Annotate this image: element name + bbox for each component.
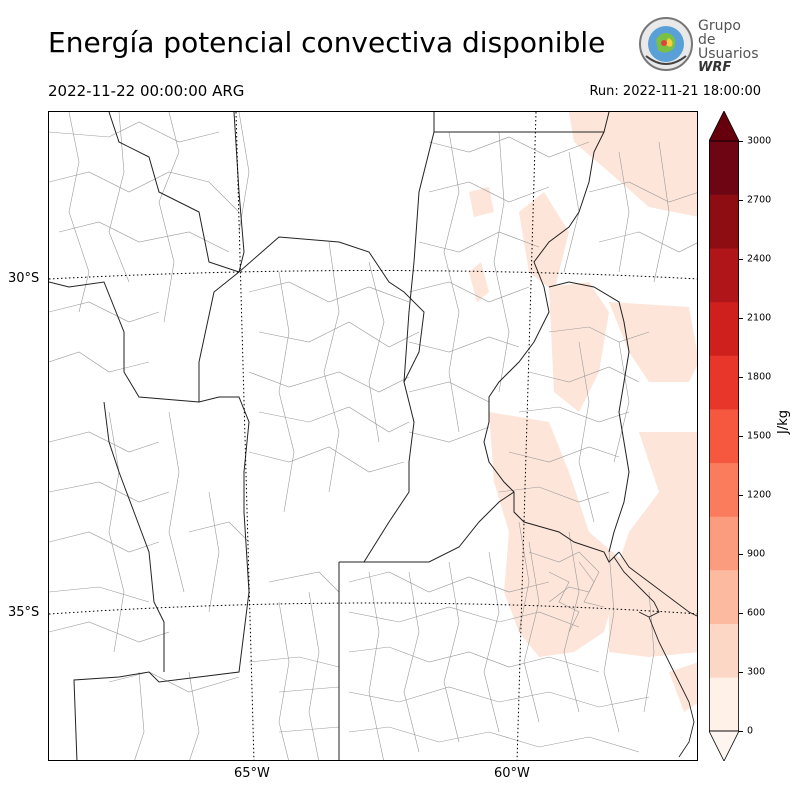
colorbar-tick-label: 1200	[747, 489, 772, 501]
colorbar-frame	[709, 140, 739, 732]
graticule	[49, 112, 697, 760]
colorbar-segment	[709, 355, 739, 410]
map-canvas	[49, 112, 697, 760]
colorbar-segment	[709, 248, 739, 303]
colorbar-tick-label: 1500	[747, 430, 772, 442]
colorbar-tick-label: 2700	[747, 194, 772, 206]
colorbar-extend-min	[709, 730, 739, 761]
colorbar-tick-mark	[739, 200, 743, 201]
map-title: Energía potencial convectiva disponible	[48, 26, 606, 59]
colorbar-segment	[709, 301, 739, 356]
colorbar-segment	[709, 194, 739, 249]
colorbar-tick-mark	[739, 318, 743, 319]
colorbar-tick-mark	[739, 436, 743, 437]
logo-text-line2: Usuarios	[698, 46, 759, 62]
cape-shading	[469, 112, 697, 712]
colorbar-segment	[709, 623, 739, 678]
colorbar-segment	[709, 141, 739, 195]
colorbar-unit: J/kg	[776, 410, 791, 434]
colorbar-tick-label: 1800	[747, 371, 772, 383]
colorbar-tick-mark	[739, 672, 743, 673]
colorbar-tick-label: 300	[747, 666, 766, 678]
coastline	[613, 551, 697, 758]
colorbar-segment	[709, 462, 739, 517]
colorbar-extend-max	[709, 111, 739, 142]
colorbar-tick-mark	[739, 377, 743, 378]
colorbar	[709, 111, 739, 761]
colorbar-tick-label: 3000	[747, 135, 772, 147]
colorbar-segment	[709, 570, 739, 625]
colorbar-segment	[709, 516, 739, 571]
cape-map	[48, 111, 698, 761]
logo-text-line1: Grupo de	[698, 18, 741, 48]
colorbar-tick-label: 2100	[747, 312, 772, 324]
run-time: Run: 2022-11-21 18:00:00	[589, 84, 761, 99]
lon-label-60w: 60°W	[494, 766, 530, 781]
province-boundaries	[49, 112, 630, 760]
lon-label-65w: 65°W	[234, 766, 270, 781]
grupo-usuarios-wrf-logo: Grupo de Usuarios WRF	[638, 16, 759, 75]
colorbar-segment	[709, 677, 739, 732]
colorbar-tick-mark	[739, 554, 743, 555]
lat-label-35s: 35°S	[8, 605, 40, 620]
department-boundaries	[49, 112, 697, 760]
colorbar-tick-label: 2400	[747, 253, 772, 265]
logo-text-line3: WRF	[698, 60, 732, 75]
colorbar-segment	[709, 409, 739, 464]
colorbar-tick-label: 600	[747, 607, 766, 619]
lat-label-30s: 30°S	[8, 271, 40, 286]
colorbar-tick-label: 900	[747, 548, 766, 560]
colorbar-tick-mark	[739, 731, 743, 732]
colorbar-tick-mark	[739, 259, 743, 260]
colorbar-tick-mark	[739, 141, 743, 142]
valid-time: 2022-11-22 00:00:00 ARG	[48, 82, 245, 100]
colorbar-tick-label: 0	[747, 725, 754, 737]
logo-text: Grupo de Usuarios WRF	[698, 19, 759, 75]
colorbar-tick-mark	[739, 495, 743, 496]
colorbar-tick-mark	[739, 613, 743, 614]
globe-seal-icon	[639, 17, 693, 71]
